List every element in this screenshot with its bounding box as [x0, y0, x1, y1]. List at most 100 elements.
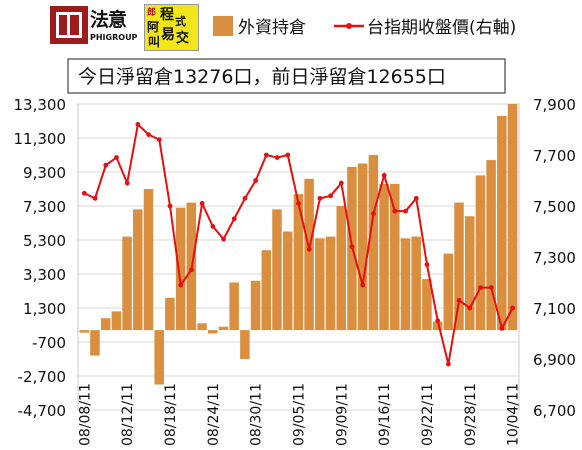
price-point [499, 326, 505, 331]
bar [282, 231, 293, 331]
left-tick-label: 1,300 [23, 300, 66, 318]
bar [507, 104, 518, 331]
bar [315, 238, 325, 331]
bar [443, 253, 454, 331]
phigroup-logo: 法意 PHIGROUP [50, 6, 137, 47]
bar [133, 209, 143, 331]
price-point [231, 216, 237, 222]
left-tick-label: 3,300 [23, 266, 66, 284]
price-point [413, 195, 419, 201]
price-point [167, 203, 173, 209]
bar [390, 183, 400, 331]
headline-box [67, 58, 506, 94]
x-tick-label: 09/05/11 [292, 383, 308, 446]
price-point [81, 190, 87, 196]
headline-text: 今日淨留倉13276口，前日淨留倉12655口 [78, 66, 446, 88]
line-series [81, 122, 516, 367]
logo-char: 程 [160, 7, 174, 23]
price-point [199, 201, 205, 206]
right-axis: 6,700 6,900 7,100 7,300 7,500 7,700 7,900 [533, 96, 576, 420]
left-tick-label: 11,300 [14, 130, 67, 148]
bar [464, 216, 475, 331]
price-point [296, 201, 301, 206]
logo-sub-text: PHIGROUP [90, 33, 138, 42]
bar [400, 238, 411, 331]
left-tick-label: 9,300 [23, 164, 66, 182]
logo-char: 阿 [147, 20, 160, 34]
program-trading-logo: 郎 程 式 阿 易 交 叫 [144, 4, 199, 51]
bar [229, 282, 239, 331]
price-point [328, 193, 334, 199]
logo-char: 式 [175, 15, 186, 28]
bar [261, 250, 272, 331]
bar [336, 206, 346, 331]
price-point [317, 195, 323, 201]
price-point [221, 236, 226, 242]
price-point [189, 267, 194, 273]
legend: 外資持倉 台指期收盤價(右軸) [213, 16, 516, 38]
price-point [263, 152, 269, 158]
price-point [488, 285, 494, 290]
x-tick-label: 09/09/11 [334, 383, 350, 446]
bar [207, 330, 218, 334]
x-tick-label: 09/28/11 [463, 383, 479, 446]
legend-bar-swatch [213, 16, 233, 36]
bar [197, 323, 207, 331]
logo-char: 易 [161, 27, 175, 43]
price-point [478, 285, 483, 290]
price-point [114, 155, 119, 160]
price-point [124, 180, 130, 186]
seal-icon [50, 6, 88, 44]
price-point [242, 195, 248, 201]
price-point [403, 208, 408, 214]
x-tick-label: 08/12/11 [120, 383, 136, 446]
bar [272, 209, 282, 331]
bar [100, 318, 111, 331]
x-tick-label: 08/08/11 [77, 383, 93, 446]
bar [304, 178, 314, 331]
bar [422, 279, 432, 331]
bar [368, 155, 379, 331]
price-point [253, 178, 259, 183]
x-axis: 08/08/11 08/12/11 08/18/11 08/24/11 08/30/11… [77, 383, 521, 446]
price-point [306, 246, 312, 252]
left-tick-label: -2,700 [18, 368, 66, 386]
right-tick-label: 7,100 [533, 300, 576, 318]
price-point [392, 208, 398, 214]
right-tick-label: 7,700 [533, 147, 576, 165]
left-tick-label: -4,700 [18, 402, 66, 420]
bar [154, 330, 164, 385]
price-point [467, 305, 473, 311]
price-point [146, 132, 151, 138]
price-point [103, 162, 109, 168]
logo-char: 叫 [148, 35, 161, 49]
price-point [349, 244, 355, 250]
bar [143, 189, 154, 331]
bar [122, 236, 132, 331]
bar [240, 330, 250, 359]
bar [111, 311, 122, 331]
bar [379, 183, 389, 331]
left-tick-label: 13,300 [14, 96, 67, 114]
right-tick-label: 7,500 [533, 198, 576, 216]
price-point [92, 195, 98, 201]
price-point [360, 282, 366, 288]
price-point [285, 152, 291, 158]
bar [293, 194, 304, 331]
logo-char: 郎 [147, 8, 157, 18]
right-tick-label: 6,900 [533, 351, 576, 369]
bar [250, 280, 261, 331]
x-tick-label: 08/24/11 [206, 383, 222, 446]
price-point [435, 318, 441, 324]
bar [432, 321, 443, 331]
price-point [381, 173, 387, 178]
bar-series [79, 104, 518, 385]
price-point [456, 297, 462, 303]
price-point [446, 361, 451, 367]
price-point [135, 122, 141, 127]
bar [475, 175, 486, 331]
bar [411, 236, 421, 331]
bar [175, 207, 186, 331]
price-point [274, 155, 280, 160]
